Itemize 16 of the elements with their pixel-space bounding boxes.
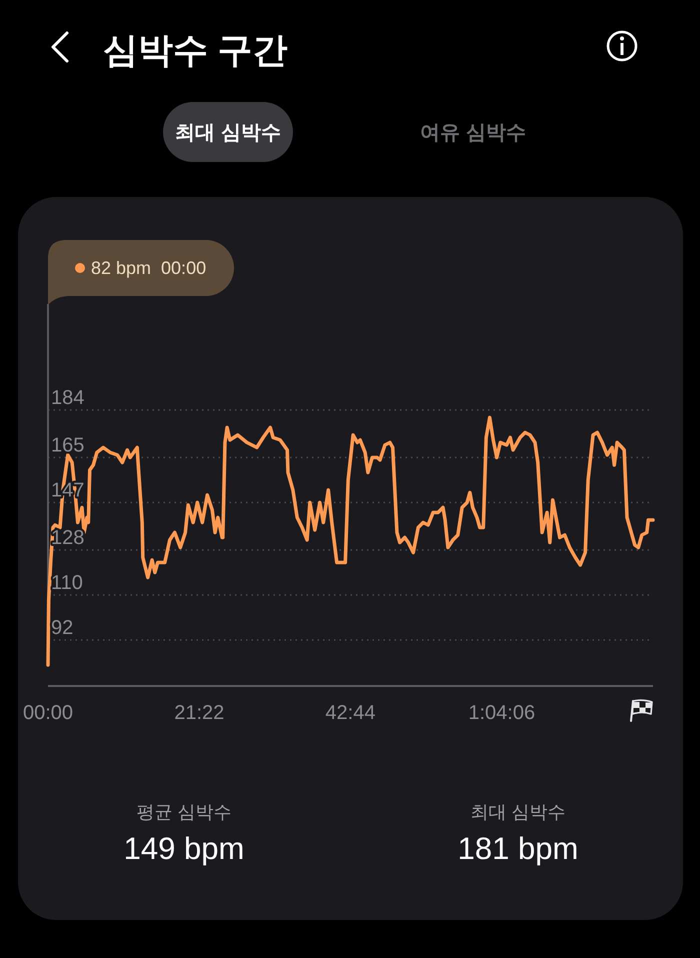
text: 평균 심박수 (136, 802, 232, 822)
text: 최대 심박수 (175, 122, 281, 144)
text: 여유 심박수 (420, 122, 526, 144)
chart-title: 심박수 구간 (103, 31, 288, 70)
x-tick-label: 21:22 (174, 702, 224, 724)
text: 82 bpm 00:00 (91, 258, 206, 278)
text: 181 bpm (458, 831, 578, 866)
y-tick-label: 110 (51, 572, 83, 594)
text: 149 bpm (124, 831, 244, 866)
x-tick-label: 00:00 (22, 702, 74, 724)
x-tick-label: 1:04:06 (468, 702, 536, 724)
text: 최대 심박수 (470, 802, 566, 822)
y-tick-label: 184 (51, 387, 84, 409)
y-tick-label: 165 (51, 434, 84, 456)
y-tick-label: 92 (51, 617, 74, 639)
x-tick-label: 42:44 (325, 702, 376, 724)
